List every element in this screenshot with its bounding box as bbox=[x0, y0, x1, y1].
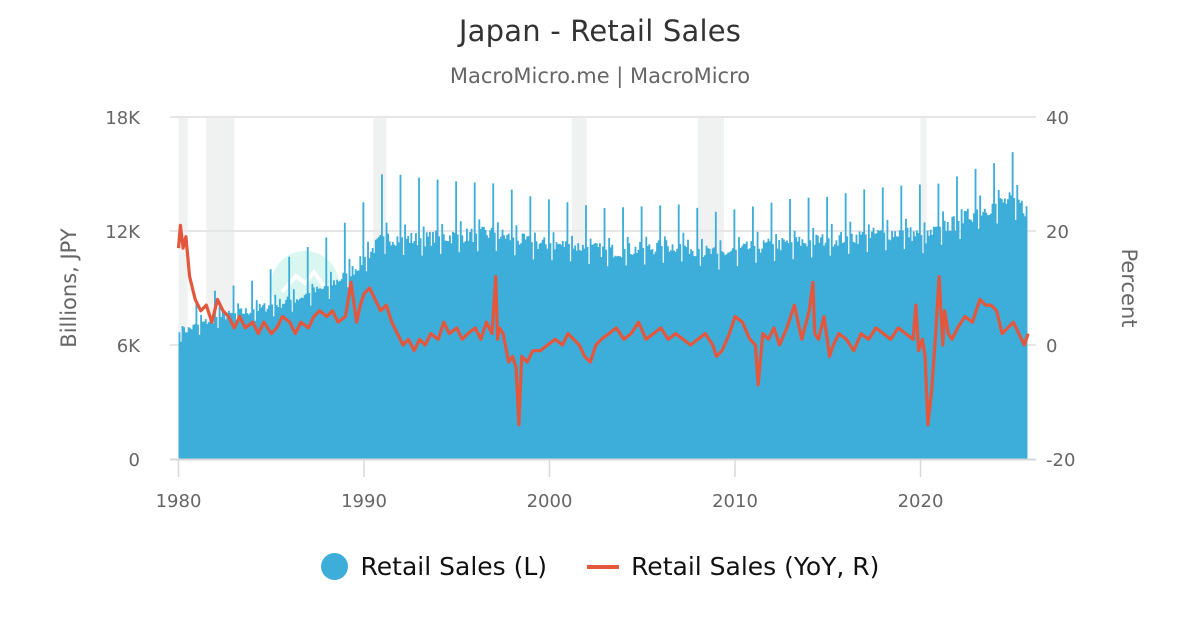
legend-item-retail-sales-yoy[interactable]: Retail Sales (YoY, R) bbox=[587, 552, 879, 581]
x-tick-label: 2000 bbox=[527, 491, 573, 512]
x-tick-label: 2010 bbox=[712, 491, 758, 512]
chart-subtitle: MacroMicro.me | MacroMicro bbox=[449, 64, 751, 88]
legend-label: Retail Sales (L) bbox=[360, 552, 548, 581]
legend: Retail Sales (L) Retail Sales (YoY, R) bbox=[0, 552, 1200, 581]
right-axis-title: Percent bbox=[1117, 248, 1141, 327]
left-tick-label: 0 bbox=[129, 450, 140, 471]
right-tick-label: -20 bbox=[1046, 450, 1075, 471]
legend-label: Retail Sales (YoY, R) bbox=[631, 552, 880, 581]
x-axis-ticks: 1980 1990 2000 2010 2020 bbox=[156, 460, 944, 512]
right-tick-label: 0 bbox=[1046, 336, 1057, 357]
x-tick-label: 2020 bbox=[898, 491, 944, 512]
retail-sales-yoy-line bbox=[176, 223, 1030, 427]
right-axis-ticks: -20 0 20 40 bbox=[1046, 108, 1075, 471]
chart-title: Japan - Retail Sales bbox=[458, 14, 742, 48]
left-tick-label: 6K bbox=[117, 336, 141, 357]
right-tick-label: 20 bbox=[1046, 222, 1069, 243]
right-tick-label: 40 bbox=[1046, 108, 1069, 129]
left-tick-label: 12K bbox=[105, 222, 141, 243]
left-axis-title: Billions, JPY bbox=[57, 228, 81, 348]
x-tick-label: 1990 bbox=[341, 491, 387, 512]
line-marker-icon bbox=[587, 564, 620, 569]
left-axis-ticks: 0 6K 12K 18K bbox=[105, 108, 141, 471]
x-tick-label: 1980 bbox=[156, 491, 202, 512]
left-tick-label: 18K bbox=[105, 108, 141, 129]
legend-item-retail-sales[interactable]: Retail Sales (L) bbox=[320, 552, 548, 581]
retail-sales-bars bbox=[178, 152, 1028, 459]
circle-marker-icon bbox=[320, 553, 348, 580]
